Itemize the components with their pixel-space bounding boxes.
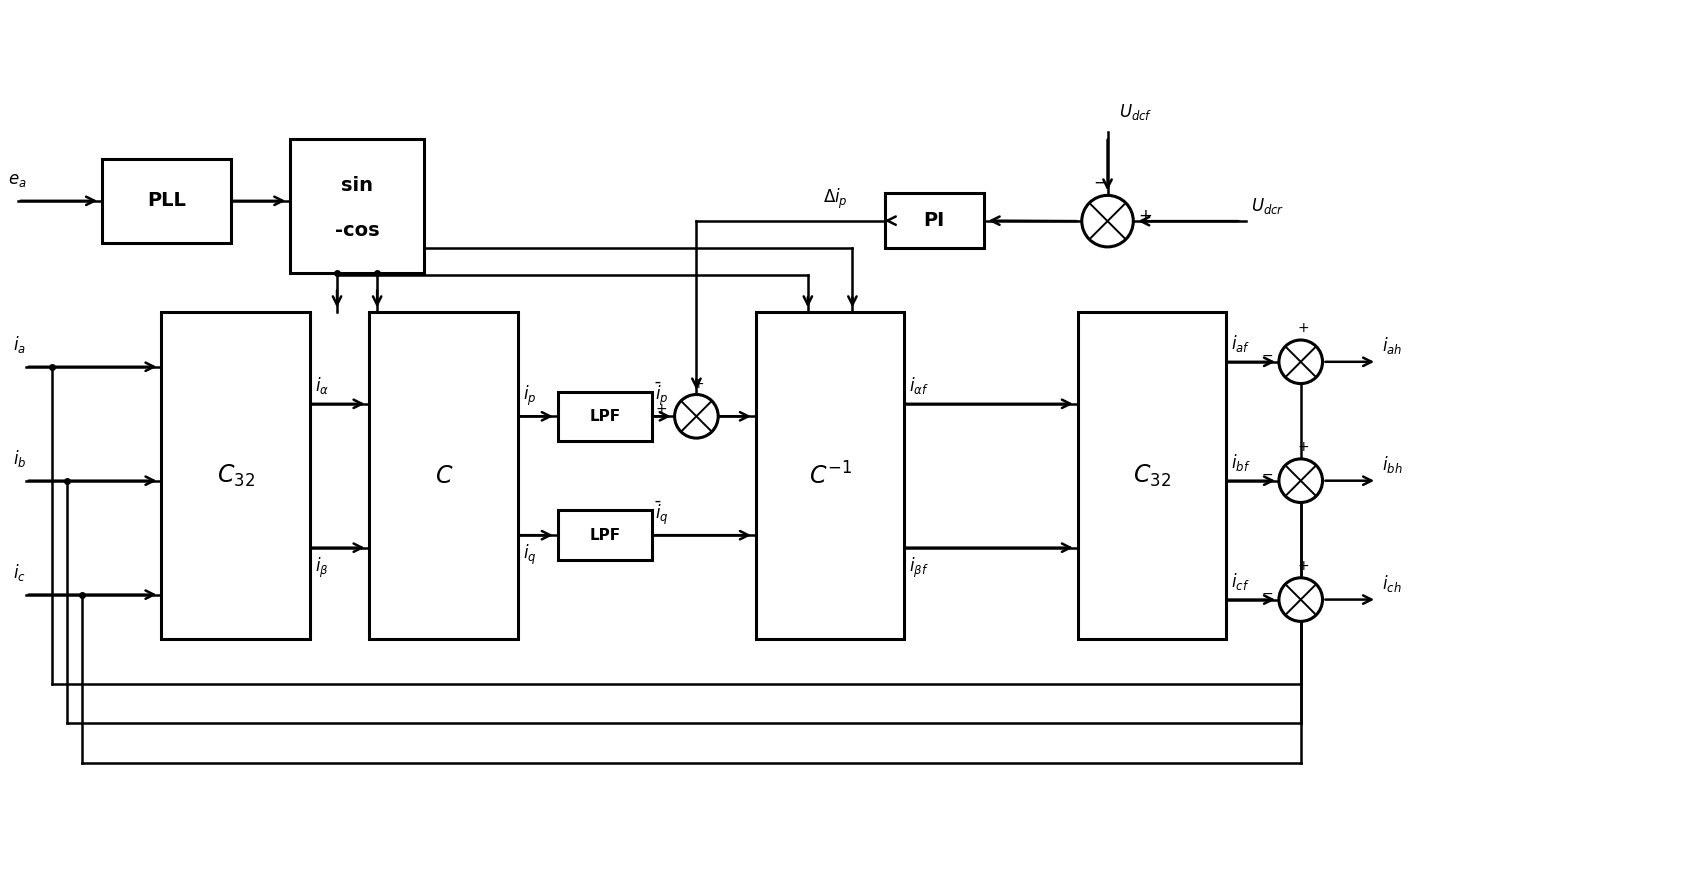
- Bar: [162, 313, 309, 639]
- Text: $i_\alpha$: $i_\alpha$: [314, 375, 329, 396]
- Text: $+$: $+$: [1295, 559, 1307, 573]
- Text: $i_p$: $i_p$: [522, 384, 535, 409]
- Text: $\bar{i}_p$: $\bar{i}_p$: [654, 381, 669, 409]
- Text: -cos: -cos: [334, 221, 378, 240]
- Circle shape: [1081, 195, 1133, 247]
- Text: $+$: $+$: [1295, 440, 1307, 454]
- Text: $\bar{i}_q$: $\bar{i}_q$: [654, 500, 669, 527]
- Text: $-$: $-$: [1260, 348, 1272, 362]
- Bar: [883, 194, 983, 248]
- Text: $i_c$: $i_c$: [14, 562, 25, 582]
- Text: $i_q$: $i_q$: [522, 543, 537, 567]
- Text: $i_b$: $i_b$: [14, 448, 27, 469]
- Text: $i_{\beta f}$: $i_{\beta f}$: [909, 556, 929, 580]
- Circle shape: [674, 394, 718, 438]
- Text: $U_{dcr}$: $U_{dcr}$: [1250, 196, 1284, 216]
- Text: $\Delta i_p$: $\Delta i_p$: [823, 186, 846, 211]
- Text: PLL: PLL: [147, 192, 186, 211]
- Text: $i_{bf}$: $i_{bf}$: [1231, 452, 1250, 473]
- Text: $i_{af}$: $i_{af}$: [1231, 333, 1250, 354]
- Text: $-$: $-$: [1260, 586, 1272, 599]
- Bar: [291, 139, 424, 272]
- Text: LPF: LPF: [589, 409, 620, 424]
- Text: $e_a$: $e_a$: [8, 171, 27, 189]
- Text: $i_\beta$: $i_\beta$: [314, 556, 328, 580]
- Text: $i_{bh}$: $i_{bh}$: [1382, 453, 1402, 475]
- Text: $C$: $C$: [434, 464, 453, 487]
- Text: $i_{ah}$: $i_{ah}$: [1382, 335, 1402, 356]
- Text: $+$: $+$: [692, 376, 704, 391]
- Text: $i_{\alpha f}$: $i_{\alpha f}$: [909, 375, 929, 396]
- Circle shape: [1279, 340, 1322, 383]
- Text: $U_{dcf}$: $U_{dcf}$: [1118, 102, 1152, 122]
- Bar: [557, 511, 652, 560]
- Text: $i_a$: $i_a$: [14, 334, 25, 355]
- Bar: [1078, 313, 1226, 639]
- Text: $C^{-1}$: $C^{-1}$: [809, 462, 851, 489]
- Text: sin: sin: [341, 177, 373, 195]
- Text: LPF: LPF: [589, 528, 620, 543]
- Text: $C_{32}$: $C_{32}$: [216, 462, 255, 489]
- Text: $i_{cf}$: $i_{cf}$: [1231, 571, 1250, 591]
- Text: $+$: $+$: [1138, 207, 1152, 225]
- Text: PI: PI: [922, 211, 944, 230]
- Text: $-$: $-$: [1260, 467, 1272, 481]
- Bar: [557, 392, 652, 441]
- Circle shape: [1279, 578, 1322, 621]
- Bar: [370, 313, 519, 639]
- Bar: [755, 313, 904, 639]
- Text: $+$: $+$: [654, 402, 665, 417]
- Bar: [101, 159, 231, 243]
- Text: $i_{ch}$: $i_{ch}$: [1382, 573, 1400, 594]
- Text: $C_{32}$: $C_{32}$: [1133, 462, 1170, 489]
- Circle shape: [1279, 459, 1322, 503]
- Text: $+$: $+$: [1295, 321, 1307, 335]
- Text: $-$: $-$: [1091, 172, 1106, 191]
